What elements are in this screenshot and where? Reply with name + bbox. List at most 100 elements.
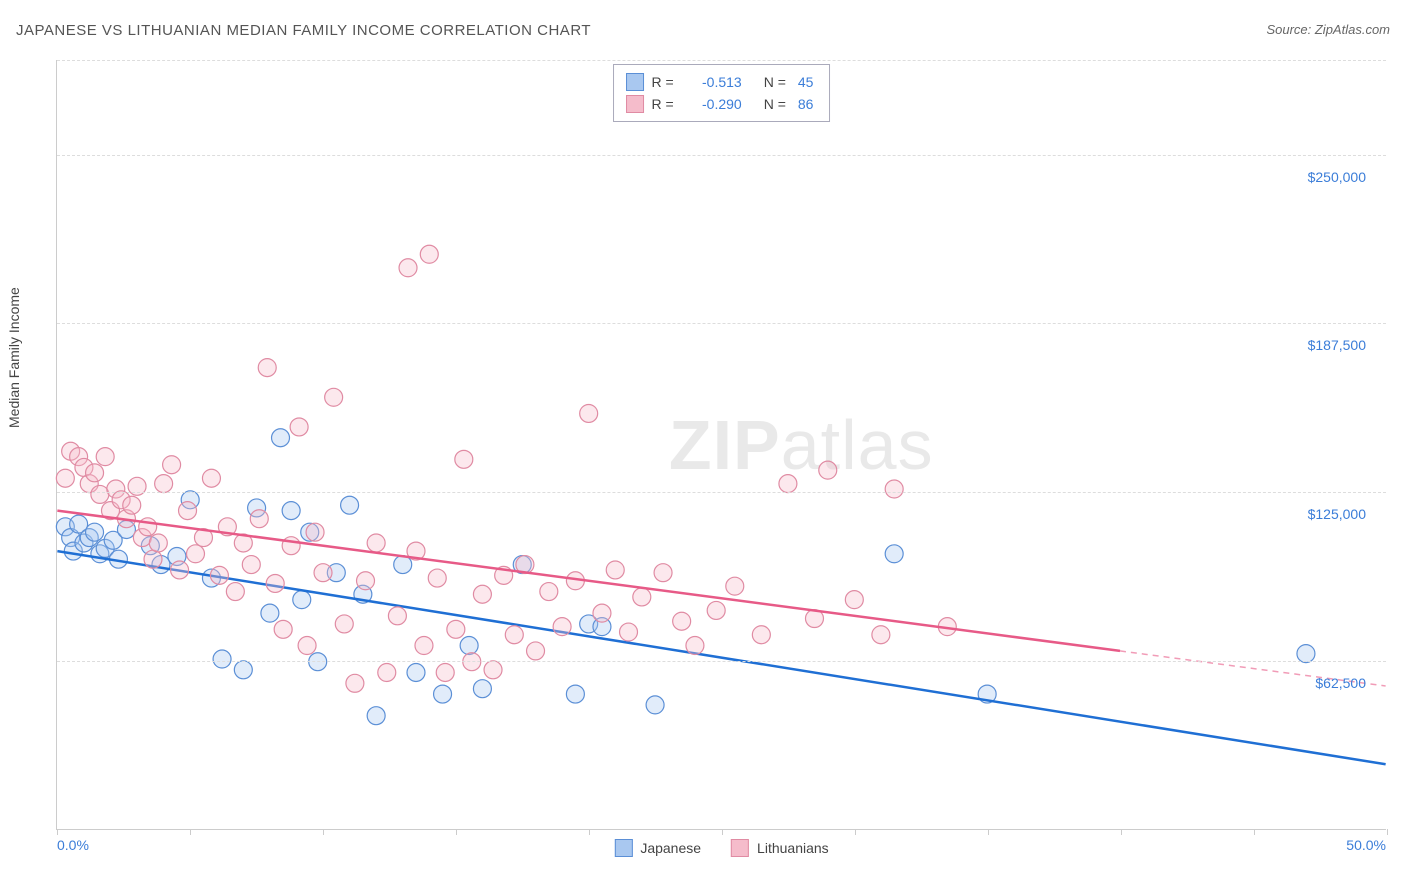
series-legend-label: Lithuanians [757,840,829,856]
scatter-point [872,626,890,644]
scatter-point [86,464,104,482]
scatter-point [415,637,433,655]
scatter-point [155,475,173,493]
plot-svg [57,60,1386,829]
scatter-point [388,607,406,625]
trend-line [57,551,1385,764]
scatter-point [266,574,284,592]
x-tick [589,829,590,835]
scatter-point [213,650,231,668]
x-tick [1254,829,1255,835]
scatter-point [447,620,465,638]
scatter-point [633,588,651,606]
source-label: Source: ZipAtlas.com [1266,22,1390,37]
scatter-point [86,523,104,541]
scatter-point [473,680,491,698]
scatter-point [593,604,611,622]
scatter-point [367,707,385,725]
scatter-point [96,448,114,466]
scatter-point [885,480,903,498]
scatter-point [606,561,624,579]
y-axis-label: Median Family Income [6,287,22,428]
scatter-point [290,418,308,436]
scatter-point [646,696,664,714]
scatter-point [726,577,744,595]
scatter-point [654,564,672,582]
scatter-point [149,534,167,552]
scatter-point [1297,645,1315,663]
scatter-point [378,664,396,682]
gridline [57,155,1386,156]
x-tick [988,829,989,835]
scatter-point [242,556,260,574]
scatter-point [250,510,268,528]
scatter-point [335,615,353,633]
x-tick-label: 0.0% [57,837,89,853]
y-tick-label: $187,500 [1308,337,1366,353]
x-tick [190,829,191,835]
scatter-point [455,450,473,468]
scatter-point [566,685,584,703]
correlation-chart: JAPANESE VS LITHUANIAN MEDIAN FAMILY INC… [0,0,1406,892]
scatter-point [202,469,220,487]
scatter-point [580,404,598,422]
scatter-point [226,583,244,601]
x-tick [1121,829,1122,835]
scatter-point [293,591,311,609]
chart-title: JAPANESE VS LITHUANIAN MEDIAN FAMILY INC… [16,22,591,39]
scatter-point [686,637,704,655]
scatter-point [885,545,903,563]
legend-swatch [614,839,632,857]
scatter-point [473,585,491,603]
scatter-point [399,259,417,277]
scatter-point [123,496,141,514]
scatter-point [420,245,438,263]
scatter-point [91,485,109,503]
scatter-point [163,456,181,474]
series-legend-label: Japanese [640,840,701,856]
scatter-point [620,623,638,641]
scatter-point [261,604,279,622]
x-tick [57,829,58,835]
scatter-point [367,534,385,552]
x-tick [456,829,457,835]
scatter-point [179,502,197,520]
series-legend-item: Lithuanians [731,839,829,857]
scatter-point [460,637,478,655]
scatter-point [779,475,797,493]
gridline [57,661,1386,662]
scatter-point [306,523,324,541]
scatter-point [484,661,502,679]
gridline [57,60,1386,61]
scatter-point [272,429,290,447]
gridline [57,492,1386,493]
scatter-point [274,620,292,638]
scatter-point [436,664,454,682]
scatter-point [298,637,316,655]
scatter-point [341,496,359,514]
scatter-point [325,388,343,406]
scatter-point [171,561,189,579]
scatter-point [144,550,162,568]
scatter-point [407,664,425,682]
scatter-point [819,461,837,479]
scatter-point [845,591,863,609]
scatter-point [428,569,446,587]
scatter-point [357,572,375,590]
gridline [57,323,1386,324]
legend-swatch [731,839,749,857]
scatter-point [527,642,545,660]
y-tick-label: $250,000 [1308,169,1366,185]
x-tick [1387,829,1388,835]
scatter-point [187,545,205,563]
scatter-point [540,583,558,601]
x-tick [722,829,723,835]
plot-area: ZIPatlas R =-0.513N =45R =-0.290N =86 Ja… [56,60,1386,830]
scatter-point [434,685,452,703]
scatter-point [210,566,228,584]
y-tick-label: $62,500 [1315,675,1366,691]
scatter-point [258,359,276,377]
series-legend-item: Japanese [614,839,701,857]
scatter-point [234,661,252,679]
scatter-point [553,618,571,636]
